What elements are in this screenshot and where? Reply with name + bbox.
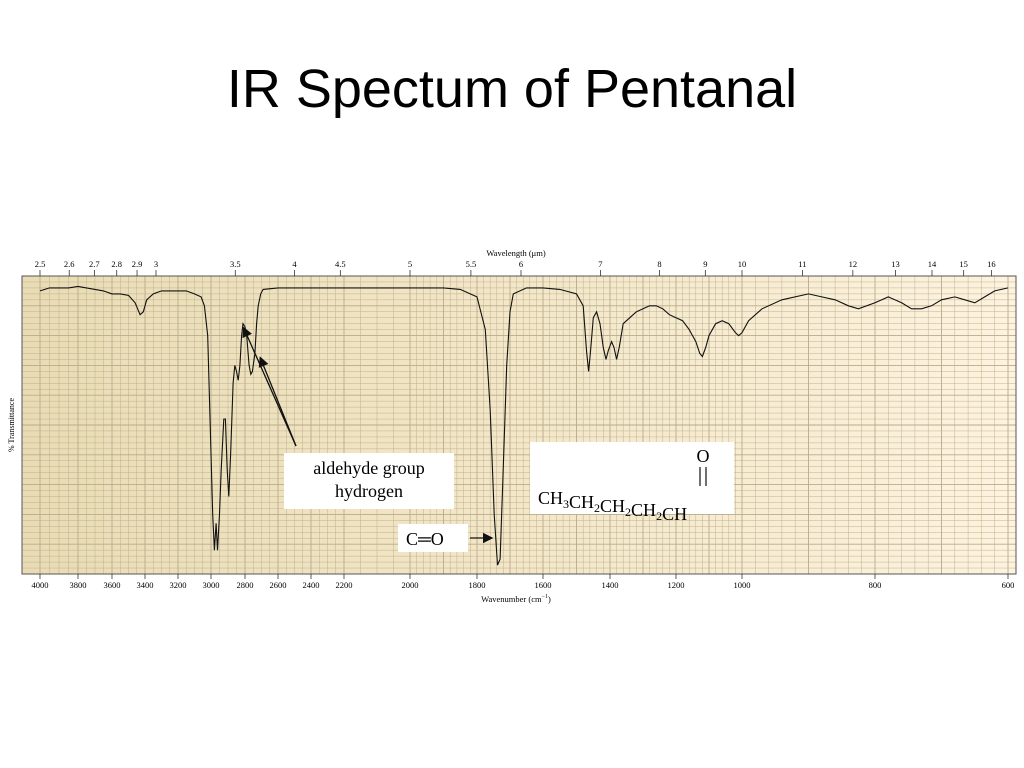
bottom-tick-label: 2200 [336, 580, 353, 590]
structure-oxygen: O [697, 446, 710, 466]
aldehyde-arrow-2 [258, 356, 297, 447]
top-tick-label: 4 [292, 259, 297, 269]
carbonyl-label: C═O [406, 529, 444, 549]
bottom-tick-label: 4000 [32, 580, 49, 590]
bottom-tick-label: 2000 [402, 580, 419, 590]
bottom-axis-label-text: Wavenumber (cm [481, 594, 542, 604]
top-tick-label: 2.6 [64, 259, 75, 269]
top-tick-label: 8 [657, 259, 661, 269]
formula-part: CH [600, 496, 625, 516]
top-tick-label: 14 [928, 259, 937, 269]
formula-subscript: 2 [594, 501, 600, 515]
bottom-axis-label-close: ) [548, 594, 551, 604]
bottom-tick-labels: 4000 3800 3600 3400 3200 3000 2800 2600 2400 2200… [32, 580, 1015, 590]
bottom-tick-label: 2400 [303, 580, 320, 590]
formula-subscript: 2 [656, 509, 662, 523]
top-tick-label: 2.5 [35, 259, 46, 269]
top-tick-label: 13 [891, 259, 900, 269]
y-axis-label: % Transmittance [7, 398, 16, 452]
top-tick-label: 2.9 [132, 259, 143, 269]
top-tick-label: 11 [798, 259, 806, 269]
carbonyl-label-box [398, 524, 468, 552]
formula-part: CH [662, 504, 687, 524]
structure-formula: CH3CH2CH2CH2CH [538, 488, 687, 524]
formula-part: CH [538, 488, 563, 508]
top-tick-label: 7 [598, 259, 602, 269]
bottom-axis-label-superscript: −1 [542, 594, 548, 600]
bottom-tick-label: 3400 [137, 580, 154, 590]
top-tick-label: 12 [849, 259, 858, 269]
formula-part: CH [569, 492, 594, 512]
bottom-tick-label: 3000 [203, 580, 220, 590]
bottom-tick-label: 1200 [668, 580, 685, 590]
bottom-tick-label: 1000 [734, 580, 751, 590]
bottom-tick-label: 800 [869, 580, 882, 590]
aldehyde-label-line1: aldehyde group [313, 458, 424, 478]
bottom-tick-label: 600 [1002, 580, 1015, 590]
formula-subscript: 2 [625, 505, 631, 519]
aldehyde-label-line2: hydrogen [335, 481, 403, 501]
top-tick-label: 3.5 [230, 259, 241, 269]
formula-part: CH [631, 500, 656, 520]
top-tick-label: 10 [738, 259, 747, 269]
top-tick-label: 5 [408, 259, 412, 269]
ir-spectrum-chart: Wavelength (μm) 2.5 2.6 2.7 2.8 2.9 3 3.5 4 4.5 5… [7, 248, 1017, 604]
formula-subscript: 3 [563, 497, 569, 511]
top-tick-label: 5.5 [466, 259, 477, 269]
bottom-tick-label: 1600 [535, 580, 552, 590]
bottom-tick-label: 1800 [469, 580, 486, 590]
top-tick-label: 9 [703, 259, 707, 269]
bottom-tick-label: 2600 [270, 580, 287, 590]
bottom-tick-label: 3200 [170, 580, 187, 590]
grid-layer [22, 275, 1016, 575]
top-tick-label: 16 [987, 259, 996, 269]
top-tick-label: 15 [959, 259, 968, 269]
bottom-tick-label: 2800 [237, 580, 254, 590]
aldehyde-label-box [284, 453, 454, 509]
bottom-tick-label: 3800 [70, 580, 87, 590]
top-axis-label: Wavelength (μm) [486, 248, 546, 258]
plot-frame [21, 275, 1017, 575]
bottom-tick-label: 1400 [602, 580, 619, 590]
aldehyde-arrow-1 [242, 326, 297, 447]
bottom-tick-label: 3600 [104, 580, 121, 590]
top-tick-label: 2.7 [89, 259, 100, 269]
spectrum-series-line [39, 285, 1009, 566]
tick-layer [39, 270, 1009, 579]
top-tick-labels: 2.5 2.6 2.7 2.8 2.9 3 3.5 4 4.5 5 5.5 6 7 8 9 10 11 12 13 1… [35, 259, 996, 269]
top-tick-label: 6 [519, 259, 523, 269]
slide-title: IR Spectum of Pentanal [226, 59, 798, 119]
top-tick-label: 2.8 [111, 259, 122, 269]
top-tick-label: 3 [154, 259, 158, 269]
top-tick-label: 4.5 [335, 259, 346, 269]
bottom-axis-label: Wavenumber (cm−1) [481, 594, 551, 604]
